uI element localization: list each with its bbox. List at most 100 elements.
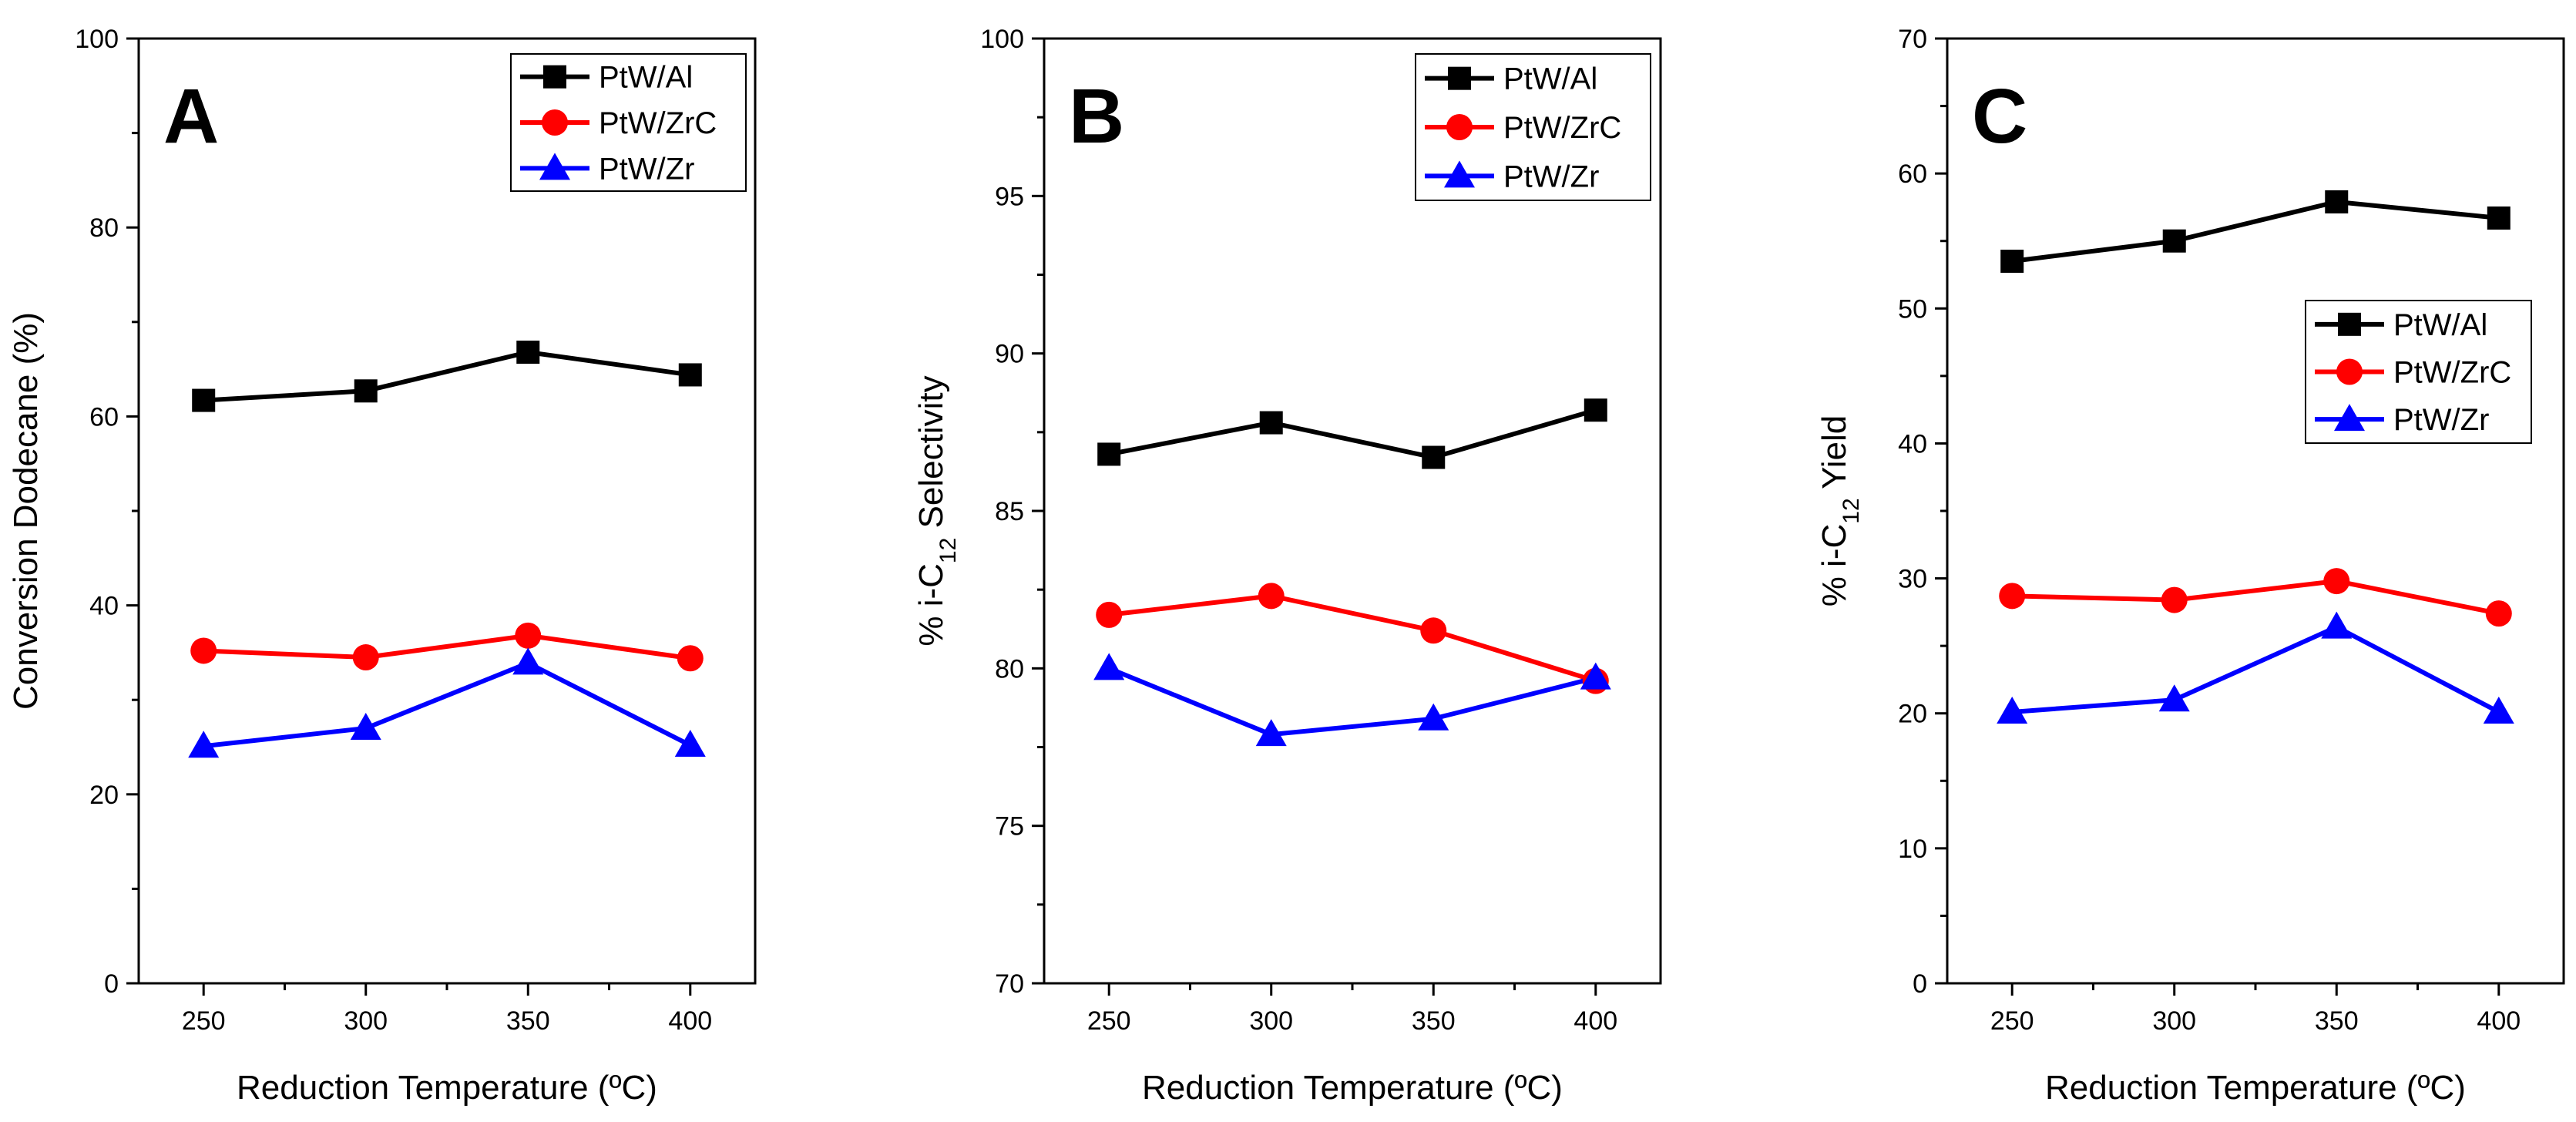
y-tick-label: 30 xyxy=(1898,565,1927,594)
legend-label: PtW/Al xyxy=(2393,308,2487,342)
legend-marker xyxy=(539,153,570,180)
legend-marker xyxy=(2338,312,2361,336)
x-tick-label: 300 xyxy=(2152,1006,2196,1036)
data-point xyxy=(1997,696,2028,724)
y-tick-label: 90 xyxy=(995,340,1024,369)
y-tick-label: 60 xyxy=(89,402,119,432)
x-tick-label: 350 xyxy=(1412,1006,1456,1036)
legend-label: PtW/Zr xyxy=(1503,160,1599,193)
y-tick-label: 10 xyxy=(1898,835,1927,864)
y-tick-label: 75 xyxy=(995,812,1024,842)
data-point xyxy=(1258,583,1285,610)
legend-marker xyxy=(1446,114,1473,140)
chart-panel-c: 250 300 350 400 0 10 20 30 40 50 60 70 Reduction Tem… xyxy=(1815,25,2565,1107)
y-tick-label: 20 xyxy=(89,781,119,810)
x-tick-label: 300 xyxy=(1249,1006,1293,1036)
legend-label: PtW/Zr xyxy=(599,152,694,186)
y-tick-label: 80 xyxy=(89,213,119,243)
data-point xyxy=(1420,617,1447,644)
data-point xyxy=(2158,684,2190,712)
data-point xyxy=(2485,600,2512,627)
legend: PtW/Al PtW/ZrC PtW/Zr xyxy=(510,53,747,192)
chart-panel-b: 250 300 350 400 70 75 80 85 90 95 100 Reduction Tem… xyxy=(912,25,1662,1107)
x-tick-label: 350 xyxy=(506,1006,550,1036)
series-line xyxy=(1108,593,1597,684)
y-axis-title-suffix: Selectivity xyxy=(912,375,950,537)
y-tick-label: 40 xyxy=(89,592,119,621)
data-point xyxy=(1097,442,1121,466)
data-point xyxy=(678,363,702,387)
x-tick-label: 250 xyxy=(182,1006,226,1036)
data-point xyxy=(677,645,704,672)
data-point xyxy=(2487,206,2511,230)
data-point xyxy=(1259,411,1283,435)
legend-marker xyxy=(1444,160,1475,188)
y-tick-label: 60 xyxy=(1898,160,1927,189)
y-tick-label: 40 xyxy=(1898,429,1927,459)
data-point xyxy=(2321,611,2353,639)
series-line xyxy=(203,660,692,749)
data-point xyxy=(2323,568,2350,595)
legend-marker xyxy=(542,109,568,136)
legend-marker xyxy=(543,65,566,89)
data-point xyxy=(2162,229,2186,253)
data-point xyxy=(1096,601,1123,628)
y-tick-label: 95 xyxy=(995,182,1024,211)
legend-label: PtW/Zr xyxy=(2393,403,2489,437)
series-line xyxy=(203,633,691,661)
data-point xyxy=(192,388,216,412)
x-axis-title: Reduction Temperature (ºC) xyxy=(237,1069,657,1107)
panel-letter: C xyxy=(1972,73,2027,160)
data-point xyxy=(512,647,544,675)
series-line xyxy=(2011,199,2500,264)
series-line xyxy=(2011,624,2500,714)
y-tick-label: 85 xyxy=(995,497,1024,526)
legend-label: PtW/ZrC xyxy=(2393,356,2511,390)
x-axis-title: Reduction Temperature (ºC) xyxy=(1142,1069,1563,1107)
x-tick-label: 350 xyxy=(2315,1006,2359,1036)
data-point xyxy=(2325,190,2349,213)
data-point xyxy=(350,712,381,740)
legend: PtW/Al PtW/ZrC PtW/Zr xyxy=(1415,53,1651,201)
x-tick-label: 400 xyxy=(2477,1006,2521,1036)
y-axis-title-suffix: Yield xyxy=(1815,415,1853,499)
legend-label: PtW/ZrC xyxy=(599,106,717,140)
y-axis-title-subscript: 12 xyxy=(935,538,961,563)
data-point xyxy=(516,341,540,364)
legend-label: PtW/ZrC xyxy=(1503,111,1621,145)
data-point xyxy=(1093,653,1125,680)
x-tick-label: 400 xyxy=(1573,1006,1617,1036)
data-point xyxy=(1580,662,1611,690)
plot-frame xyxy=(1946,37,2565,985)
data-point xyxy=(2483,696,2514,724)
data-point xyxy=(2161,586,2188,613)
y-tick-label: 70 xyxy=(1898,25,1927,54)
y-tick-label: 70 xyxy=(995,969,1024,999)
legend-label: PtW/Al xyxy=(599,61,693,95)
y-axis-title-subscript: 12 xyxy=(1839,498,1864,523)
data-point xyxy=(352,644,379,671)
chart-panel-a: 250 300 350 400 0 20 40 60 80 100 Reduction Temper… xyxy=(7,25,757,1107)
legend-marker xyxy=(2334,404,2365,432)
y-tick-label: 50 xyxy=(1898,294,1927,324)
data-point xyxy=(1584,398,1607,422)
data-point xyxy=(1418,703,1449,731)
data-point xyxy=(1999,583,2026,610)
data-point xyxy=(1255,719,1287,747)
y-tick-label: 100 xyxy=(75,25,119,54)
series-line xyxy=(2012,579,2500,616)
y-tick-label: 100 xyxy=(980,25,1024,54)
data-point xyxy=(2000,249,2024,273)
y-tick-label: 20 xyxy=(1898,700,1927,729)
data-point xyxy=(1422,445,1446,469)
legend-marker xyxy=(1448,66,1471,90)
data-point xyxy=(354,379,378,403)
panel-letter: B xyxy=(1069,73,1124,160)
x-axis-title: Reduction Temperature (ºC) xyxy=(2045,1069,2466,1107)
y-axis-title: Conversion Dodecane (%) xyxy=(7,312,45,710)
series-line xyxy=(1108,666,1597,737)
x-tick-label: 400 xyxy=(668,1006,712,1036)
data-point xyxy=(188,731,220,758)
legend: PtW/Al PtW/ZrC PtW/Zr xyxy=(2305,300,2532,444)
